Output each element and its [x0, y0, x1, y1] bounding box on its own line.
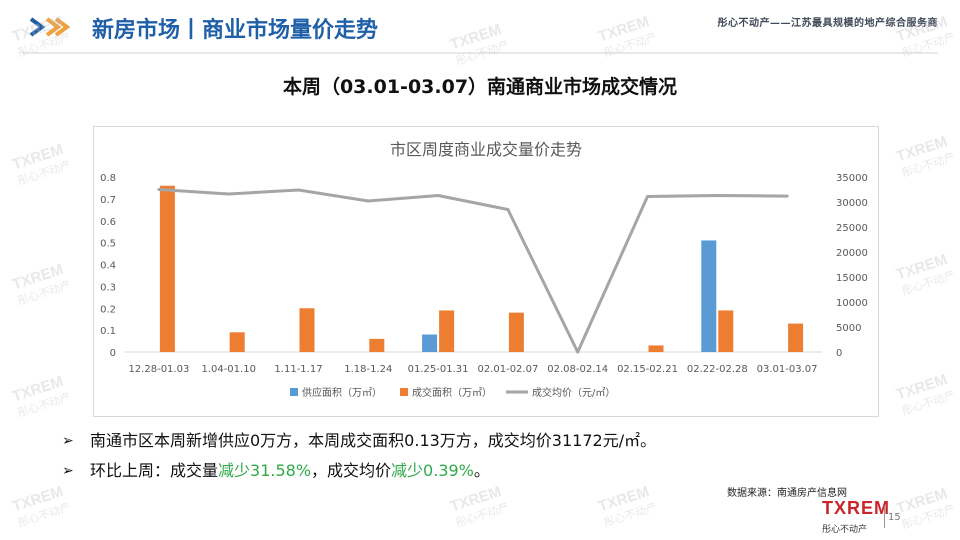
bullet-text: 南通市区本周新增供应0万方，本周成交面积0.13万方，成交均价31172元/㎡。 [90, 431, 657, 450]
deal-bar [508, 312, 524, 352]
x-tick-label: 1.04-01.10 [201, 364, 256, 375]
combo-chart: 市区周度商业成交量价走势 0 0.1 0.2 0.3 0.4 0.5 0.6 0.7 0.8 0 50… [100, 140, 868, 399]
watermark: TXREM 彤心不动产 [894, 251, 957, 298]
y-tick-label: 0.8 [100, 173, 116, 184]
watermark: TXREM 彤心不动产 [596, 483, 659, 530]
header-divider [22, 52, 938, 54]
legend-label: 供应面积（万㎡） [302, 386, 382, 399]
logo-separator [884, 506, 885, 528]
page-title: 新房市场丨商业市场量价走势 [92, 18, 379, 43]
y-tick-label: 0.2 [100, 304, 116, 315]
y-tick-label: 0.7 [100, 195, 116, 206]
y2-tick-label: 35000 [836, 173, 868, 184]
y-tick-label: 0.3 [100, 282, 116, 293]
price-point [366, 199, 370, 203]
price-point [436, 194, 440, 197]
x-tick-label: 03.01-03.07 [757, 364, 818, 375]
price-point [227, 192, 231, 196]
deal-bar [299, 308, 315, 352]
arrow-bullet-icon: ➢ [62, 433, 74, 449]
y2-tick-label: 20000 [836, 248, 868, 259]
arrow-bullet-icon: ➢ [62, 463, 74, 479]
price-point [576, 350, 580, 354]
x-tick-label: 02.01-02.07 [477, 364, 538, 375]
y2-tick-label: 0 [836, 348, 842, 359]
x-tick-label: 02.15-02.21 [617, 364, 678, 375]
page-number: 15 [888, 512, 901, 523]
legend-swatch [290, 388, 298, 396]
company-logo: TXREM 彤心不动产 [822, 498, 902, 538]
chart-container: 市区周度商业成交量价走势 0 0.1 0.2 0.3 0.4 0.5 0.6 0.7 0.8 0 50… [93, 126, 879, 417]
deal-bar [718, 310, 734, 352]
price-point [506, 208, 510, 211]
logo-subtitle: 彤心不动产 [822, 525, 868, 535]
y2-tick-label: 15000 [836, 273, 868, 284]
watermark: TXREM 彤心不动产 [894, 371, 957, 418]
price-point [715, 194, 719, 197]
section-heading: 本周（03.01-03.07）南通商业市场成交情况 [282, 76, 678, 98]
watermark: TXREM 彤心不动产 [10, 141, 73, 188]
summary-bullets: ➢ 南通市区本周新增供应0万方，本周成交面积0.13万方，成交均价31172元/… [62, 428, 922, 488]
supply-bar [422, 334, 438, 352]
price-point [157, 188, 161, 191]
change-value: 减少0.39% [391, 461, 474, 480]
y2-tick-label: 30000 [836, 198, 868, 209]
company-tagline: 彤心不动产——江苏最具规模的地产综合服务商 [717, 18, 938, 29]
legend-swatch [400, 388, 408, 396]
legend-label: 成交面积（万㎡） [412, 386, 492, 399]
logo-mark: TXREM [822, 498, 890, 518]
x-tick-label: 02.22-02.28 [687, 364, 748, 375]
x-tick-label: 01.25-01.31 [408, 364, 469, 375]
y2-tick-label: 25000 [836, 223, 868, 234]
supply-bar [701, 240, 717, 352]
bullet-text: 。 [473, 461, 490, 480]
deal-bar [648, 345, 664, 352]
deal-bar [369, 338, 385, 352]
watermark: TXREM 彤心不动产 [10, 373, 73, 420]
watermark: TXREM 彤心不动产 [10, 261, 73, 308]
watermark: TXREM 彤心不动产 [894, 133, 957, 180]
y-tick-label: 0.4 [100, 261, 116, 272]
chart-title: 市区周度商业成交量价走势 [390, 140, 582, 159]
bullet-item: ➢ 环比上周：成交量减少31.58%，成交均价减少0.39%。 [62, 458, 922, 488]
y2-tick-label: 10000 [836, 298, 868, 309]
deal-bar [159, 185, 175, 352]
watermark: TXREM 彤心不动产 [10, 483, 73, 530]
bullet-text: ，成交均价 [311, 461, 392, 480]
change-value: 减少31.58% [218, 461, 312, 480]
x-tick-label: 12.28-01.03 [128, 364, 189, 375]
price-line [158, 188, 788, 354]
y2-tick-label: 5000 [836, 323, 861, 334]
price-point [646, 195, 649, 198]
y-tick-label: 0.5 [100, 239, 116, 250]
data-source: 数据来源：南通房产信息网 [727, 488, 847, 499]
y-tick-label: 0.1 [100, 326, 116, 337]
price-point [785, 194, 789, 198]
y-tick-label: 0.6 [100, 217, 116, 228]
watermark: TXREM 彤心不动产 [894, 485, 957, 532]
deal-bar [788, 323, 804, 352]
page-header: 新房市场丨商业市场量价走势 彤心不动产——江苏最具规模的地产综合服务商 [0, 0, 960, 58]
x-tick-label: 02.08-02.14 [547, 364, 608, 375]
watermark: TXREM 彤心不动产 [448, 483, 511, 530]
bullet-text: 环比上周：成交量 [90, 461, 219, 480]
deal-bar [439, 310, 455, 352]
x-tick-label: 1.11-1.17 [274, 364, 322, 375]
bullet-item: ➢ 南通市区本周新增供应0万方，本周成交面积0.13万方，成交均价31172元/… [62, 428, 922, 458]
x-tick-label: 1.18-1.24 [344, 364, 392, 375]
legend-label: 成交均价（元/㎡） [532, 386, 615, 399]
deal-bar [229, 332, 245, 352]
price-point [297, 188, 300, 192]
y-tick-label: 0 [110, 348, 116, 359]
